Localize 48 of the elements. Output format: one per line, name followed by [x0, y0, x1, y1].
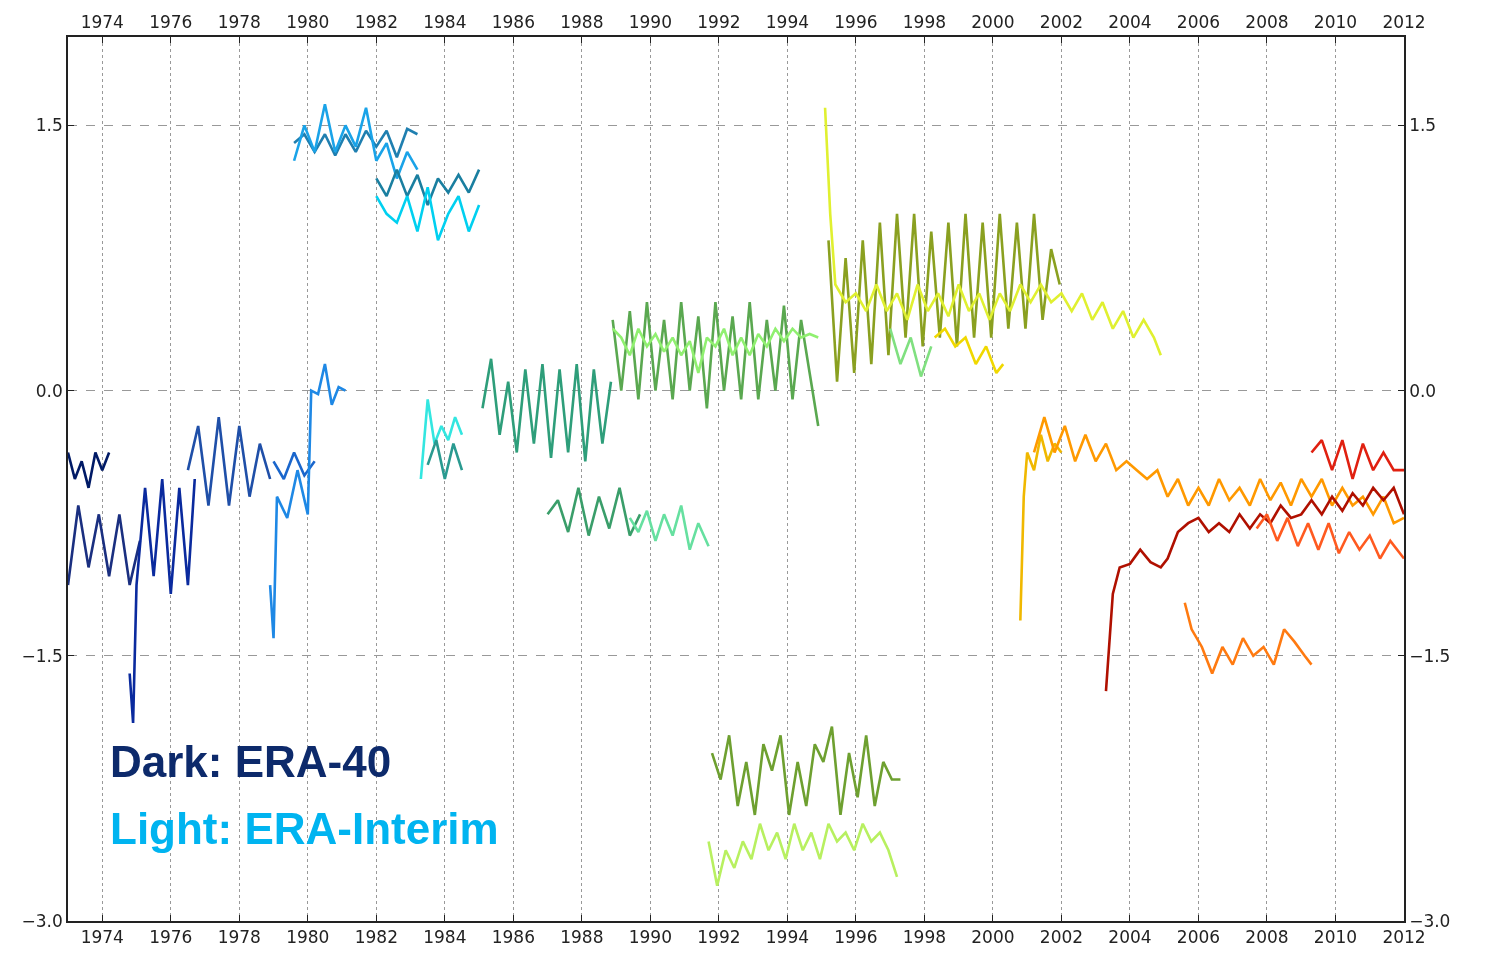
x2-tick-label: 1980	[286, 927, 330, 948]
x2-tick-label: 1986	[491, 927, 535, 948]
x2-tick-label: 2010	[1313, 927, 1358, 948]
x-tick-label: 1994	[765, 12, 810, 33]
x-tick-label: 1980	[286, 12, 330, 33]
x-tick-label: 1984	[423, 12, 467, 33]
x-tick-label: 2006	[1176, 12, 1221, 33]
y-tick-label: 1.5	[35, 115, 63, 136]
x2-tick-label: 2006	[1176, 927, 1221, 948]
y-tick-label: 0.0	[35, 380, 63, 401]
x2-tick-label: 2008	[1245, 927, 1289, 948]
x2-tick-label: 1988	[560, 927, 604, 948]
x2-tick-label: 2002	[1039, 927, 1084, 948]
x-tick-label: 2012	[1382, 12, 1426, 33]
x-tick-label: 2008	[1245, 12, 1289, 33]
x-tick-label: 1992	[697, 12, 741, 33]
x-tick-label: 1996	[834, 12, 878, 33]
annotation: Dark: ERA-40	[110, 737, 392, 786]
x-tick-label: 1974	[80, 12, 124, 33]
annotation: Light: ERA-Interim	[110, 804, 499, 853]
x2-tick-label: 1992	[697, 927, 741, 948]
x-tick-label: 2000	[971, 12, 1015, 33]
x2-tick-label: 1996	[834, 927, 878, 948]
x2-tick-label: 1998	[902, 927, 947, 948]
x-tick-label: 1978	[217, 12, 261, 33]
y2-tick-label: 0.0	[1409, 380, 1437, 401]
y-tick-label: −1.5	[21, 645, 63, 666]
y2-tick-label: −1.5	[1409, 645, 1451, 666]
x-tick-label: 1998	[902, 12, 947, 33]
x2-tick-label: 1990	[628, 927, 672, 948]
x2-tick-label: 2004	[1108, 927, 1152, 948]
x-tick-label: 1976	[149, 12, 193, 33]
x2-tick-label: 1976	[149, 927, 193, 948]
y-tick-label: −3.0	[21, 910, 63, 931]
x2-tick-label: 2000	[971, 927, 1015, 948]
x2-tick-label: 1974	[80, 927, 124, 948]
x-tick-label: 1990	[628, 12, 672, 33]
x2-tick-label: 1994	[765, 927, 810, 948]
x-tick-label: 2004	[1108, 12, 1152, 33]
x2-tick-label: 1978	[217, 927, 261, 948]
x-tick-label: 2010	[1313, 12, 1358, 33]
x-tick-label: 1982	[354, 12, 398, 33]
x-tick-label: 2002	[1039, 12, 1084, 33]
y2-tick-label: 1.5	[1409, 115, 1437, 136]
x-tick-label: 1988	[560, 12, 604, 33]
x2-tick-label: 1982	[354, 927, 398, 948]
x-tick-label: 1986	[491, 12, 535, 33]
x2-tick-label: 1984	[423, 927, 467, 948]
